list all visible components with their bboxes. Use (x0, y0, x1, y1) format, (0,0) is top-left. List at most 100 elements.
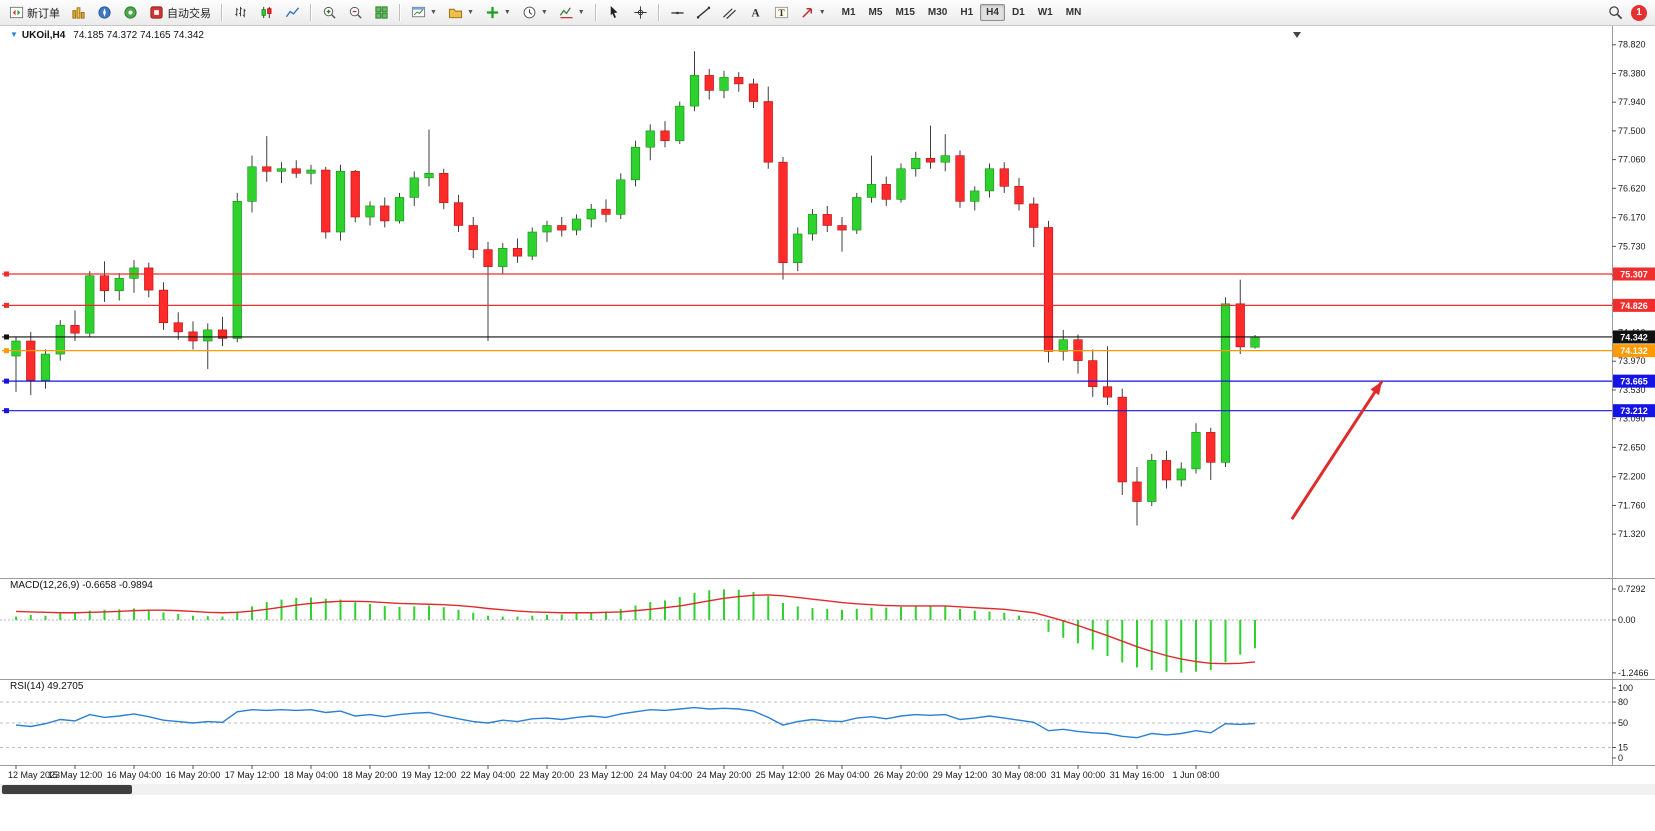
candle-body (881, 184, 891, 200)
timeframe-M30-button[interactable]: M30 (927, 7, 948, 18)
time-tick-label: 24 May 20:00 (697, 770, 752, 780)
candle-body (955, 155, 965, 202)
time-tick-label: 19 May 12:00 (402, 770, 457, 780)
arrow-objects-button[interactable]: ▼ (795, 2, 831, 24)
chart-background (0, 26, 1655, 831)
new-order-button[interactable]: 新订单 (4, 2, 65, 24)
level-line-handle[interactable] (4, 378, 9, 384)
time-tick-label: 12 May 2023 (8, 770, 60, 780)
rsi-panel: 100 80 50 150 (0, 683, 1633, 763)
bar-chart-type-button[interactable] (228, 2, 253, 24)
time-tick-label: 30 May 08:00 (992, 770, 1047, 780)
candle-body (203, 329, 213, 342)
trendline-tool-button[interactable] (691, 2, 716, 24)
candle-body (232, 201, 242, 339)
line-chart-type-button[interactable] (280, 2, 305, 24)
h-scrollbar-thumb[interactable] (2, 785, 132, 794)
timeframe-MN-button[interactable]: MN (1065, 7, 1082, 18)
search-icon[interactable] (1608, 5, 1623, 20)
horizontal-line-tool-button[interactable] (665, 2, 690, 24)
plus-icon (486, 6, 498, 19)
toolbar-separator (399, 4, 401, 21)
time-tick-label: 26 May 04:00 (815, 770, 870, 780)
indicators-button[interactable]: ▼ (554, 2, 590, 24)
sound-button[interactable] (118, 2, 143, 24)
rsi-line (15, 706, 1256, 739)
zoom-in-button[interactable] (317, 2, 342, 24)
chart-canvas[interactable]: 78.820 78.380 77.940 77.500 77.060 76.620 76.1… (0, 26, 1655, 831)
candle-body (616, 179, 626, 215)
candle-body (1132, 481, 1142, 502)
notification-badge[interactable]: 1 (1631, 4, 1647, 21)
new-chart-icon (411, 6, 426, 18)
horizontal-line-icon (671, 11, 684, 15)
chart-shift-marker[interactable] (1293, 32, 1301, 38)
price-label-box (1613, 267, 1655, 281)
candlestick-chart-type-button[interactable] (254, 2, 279, 24)
crosshair-tool-button[interactable] (628, 2, 653, 24)
equidistant-channel-tool-button[interactable] (717, 2, 742, 24)
timeframe-M5-button[interactable]: M5 (868, 7, 883, 18)
time-tick-label: 18 May 20:00 (343, 770, 398, 780)
candle-body (409, 177, 419, 198)
add-object-button[interactable]: ▼ (480, 2, 516, 24)
arrow-annotation[interactable] (1290, 380, 1384, 520)
text-tool-glyph: A (751, 8, 760, 20)
price-tick-label: 77.060 (1618, 155, 1646, 165)
tile-windows-button[interactable] (369, 2, 394, 24)
bar-chart-icon (235, 6, 246, 18)
profiles-button[interactable]: ▼ (443, 2, 479, 24)
candle-body (453, 202, 464, 226)
price-label-text: 74.342 (1620, 332, 1648, 342)
market-watch-button[interactable] (66, 2, 91, 24)
navigator-icon (98, 6, 111, 19)
timeframe-W1-button[interactable]: W1 (1037, 7, 1053, 18)
candle-body (350, 171, 360, 218)
zoom-out-button[interactable] (343, 2, 368, 24)
cursor-tool-button[interactable] (602, 2, 627, 24)
timeframe-H4-button[interactable]: H4 (980, 4, 1005, 21)
timeframe-D1-button[interactable]: D1 (1011, 7, 1025, 18)
toolbar-separator (310, 4, 312, 21)
level-line-handle[interactable] (4, 334, 9, 340)
price-tick-label: 76.620 (1618, 183, 1646, 193)
candle-body (1206, 432, 1216, 463)
price-tick-label: 71.760 (1618, 500, 1646, 510)
text-tool-button[interactable]: A (743, 2, 768, 24)
price-tick-label: 72.650 (1618, 442, 1646, 452)
candle-body (719, 77, 729, 91)
period-button[interactable]: ▼ (517, 2, 553, 24)
text-tool-icon: A (751, 8, 760, 20)
arrow-annotation-head[interactable] (1370, 381, 1382, 396)
text-label-tool-button[interactable]: T (769, 2, 794, 24)
candle-body (1102, 386, 1113, 398)
time-tick-label: 15 May 12:00 (48, 770, 103, 780)
level-line-handle[interactable] (4, 408, 9, 414)
candle-body (262, 166, 272, 172)
level-line-handle[interactable] (4, 302, 9, 308)
timeframe-H1-button[interactable]: H1 (960, 7, 974, 18)
candle-body (394, 197, 405, 222)
price-tick-label: 73.530 (1618, 385, 1646, 395)
chevron-down-icon: ▼ (577, 9, 585, 16)
candle-body (793, 233, 803, 263)
candle-body (291, 168, 301, 174)
price-tick-label: 73.090 (1618, 414, 1646, 424)
timeframe-M1-button[interactable]: M1 (841, 7, 856, 18)
candle-body (704, 75, 714, 91)
navigator-button[interactable] (92, 2, 117, 24)
level-line-handle[interactable] (4, 348, 9, 354)
price-tick-label: 72.200 (1618, 472, 1646, 482)
autotrade-button[interactable]: 自动交易 (144, 2, 216, 24)
price-label-text: 73.212 (1620, 406, 1648, 416)
level-line-handle[interactable] (4, 271, 9, 277)
new-chart-button[interactable]: ▼ (406, 2, 442, 24)
candle-body (99, 275, 110, 292)
price-tick-label: 78.820 (1618, 40, 1646, 50)
timeframe-M15-button[interactable]: M15 (895, 7, 915, 18)
candle-body (365, 205, 375, 218)
h-scrollbar-track[interactable] (0, 784, 1655, 795)
time-tick-label: 31 May 00:00 (1051, 770, 1106, 780)
candle-body (1235, 303, 1245, 348)
zoom-in-icon (323, 6, 336, 19)
